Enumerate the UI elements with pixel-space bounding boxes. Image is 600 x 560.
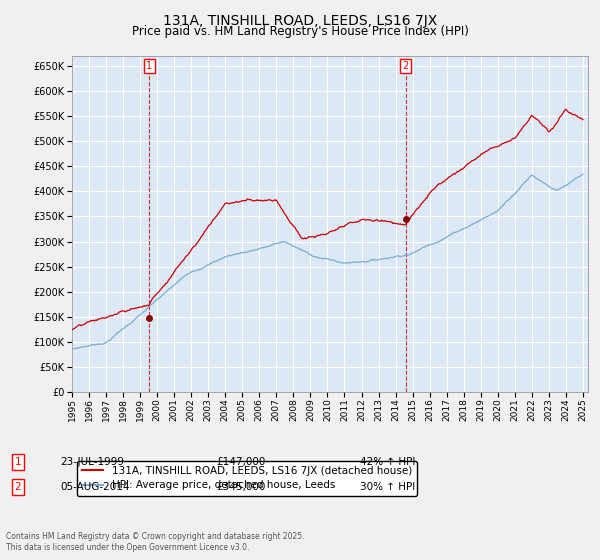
Text: 2: 2: [14, 482, 22, 492]
Legend: 131A, TINSHILL ROAD, LEEDS, LS16 7JX (detached house), HPI: Average price, detac: 131A, TINSHILL ROAD, LEEDS, LS16 7JX (de…: [77, 461, 417, 496]
Text: 30% ↑ HPI: 30% ↑ HPI: [360, 482, 415, 492]
Text: 05-AUG-2014: 05-AUG-2014: [60, 482, 130, 492]
Text: Contains HM Land Registry data © Crown copyright and database right 2025.
This d: Contains HM Land Registry data © Crown c…: [6, 532, 305, 552]
Text: 42% ↑ HPI: 42% ↑ HPI: [360, 457, 415, 467]
Text: Price paid vs. HM Land Registry's House Price Index (HPI): Price paid vs. HM Land Registry's House …: [131, 25, 469, 38]
Text: £147,000: £147,000: [216, 457, 265, 467]
Text: 23-JUL-1999: 23-JUL-1999: [60, 457, 124, 467]
Text: 131A, TINSHILL ROAD, LEEDS, LS16 7JX: 131A, TINSHILL ROAD, LEEDS, LS16 7JX: [163, 14, 437, 28]
Text: 1: 1: [14, 457, 22, 467]
Text: 2: 2: [403, 61, 409, 71]
Text: 1: 1: [146, 61, 152, 71]
Text: £345,000: £345,000: [216, 482, 265, 492]
